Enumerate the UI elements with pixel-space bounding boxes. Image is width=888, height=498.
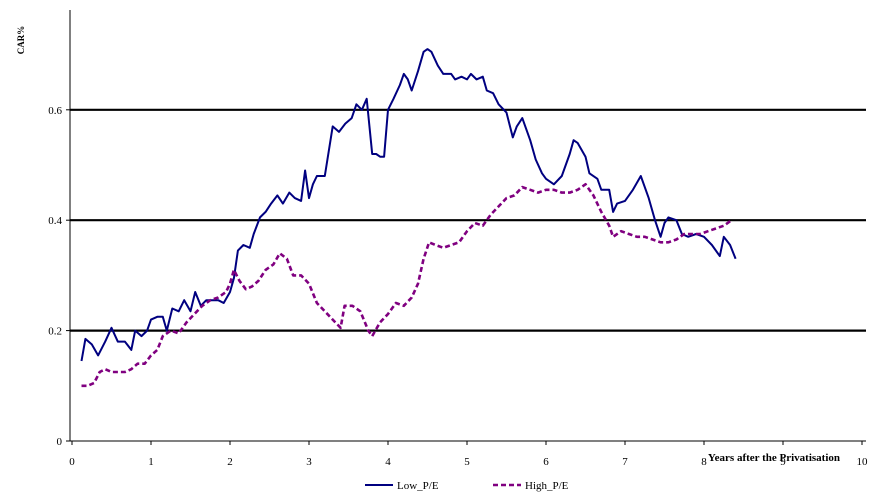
y-tick-labels: 0 0.2 0.4 0.6 [48,105,70,448]
x-axis-label: Years after the Privatisation [708,452,840,464]
x-tick-label-0: 0 [69,456,75,468]
series-line-1 [81,183,733,388]
x-tick-label-1: 1 [148,456,154,468]
x-tick-label-4: 4 [385,456,391,468]
x-tick-label-10: 10 [857,456,869,468]
series-line-0 [80,48,737,362]
legend: Low_P/E High_P/E [365,480,569,492]
x-tick-label-6: 6 [543,456,549,468]
axes [69,10,866,442]
x-tick-label-5: 5 [464,456,470,468]
x-tick-label-8: 8 [701,456,707,468]
x-tick-label-2: 2 [227,456,233,468]
x-tick-label-9: 9 [780,456,786,468]
x-tick-label-7: 7 [622,456,628,468]
y-tick-label-0: 0 [57,436,63,448]
series-lines [80,48,737,388]
y-tick-label-3: 0.6 [48,105,62,117]
gridlines [70,108,866,332]
legend-label-0: Low_P/E [397,480,439,492]
y-tick-label-2: 0.4 [48,215,62,227]
y-tick-label-1: 0.2 [48,326,62,338]
x-tick-labels: 0 1 2 3 4 5 6 7 8 9 10 [69,441,868,468]
legend-label-1: High_P/E [525,480,569,492]
y-axis-label: CAR% [16,26,26,55]
x-tick-label-3: 3 [306,456,312,468]
